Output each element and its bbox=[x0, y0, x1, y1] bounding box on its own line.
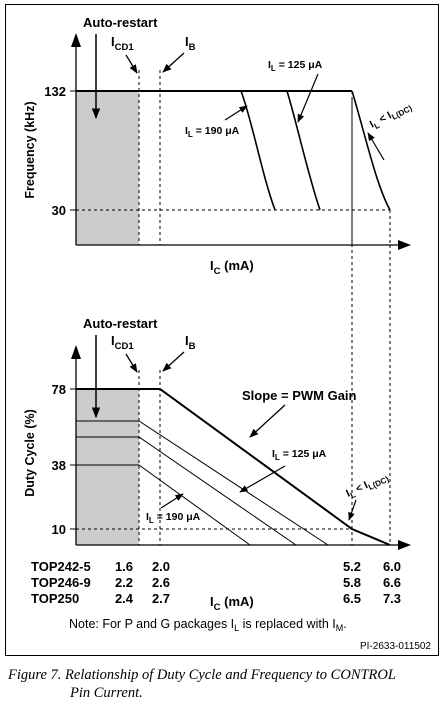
frequency-curve-ildc bbox=[351, 90, 391, 211]
chart-svg: 132 30 Frequency (kHz) Auto-restart ICD1… bbox=[23, 15, 431, 652]
x-axis-arrowhead-2 bbox=[398, 540, 411, 550]
device-table: TOP242-5 1.6 2.0 5.2 6.0 TOP246-9 2.2 2.… bbox=[31, 559, 401, 606]
caption-line-2: Pin Current. bbox=[70, 685, 143, 701]
y-axis-label: Frequency (kHz) bbox=[23, 101, 37, 198]
y-tick-label-10: 10 bbox=[52, 522, 66, 537]
y-tick-label-38: 38 bbox=[52, 458, 66, 473]
ib-arrow bbox=[162, 52, 185, 73]
series-label-125: IL = 125 μA bbox=[268, 59, 323, 73]
ib-label-2: IB bbox=[185, 333, 196, 352]
figure-caption: Figure 7. Relationship of Duty Cycle and… bbox=[8, 666, 440, 702]
device-row-1-v2: 6.0 bbox=[383, 559, 401, 574]
y-tick-label-30: 30 bbox=[52, 203, 66, 218]
ib-arrow-2 bbox=[162, 351, 185, 372]
auto-restart-label-2: Auto-restart bbox=[83, 316, 158, 331]
series-label-190: IL = 190 μA bbox=[185, 125, 240, 139]
slope-arrow bbox=[249, 404, 286, 438]
device-row-2-ib: 2.6 bbox=[152, 575, 170, 590]
series-arrow-125 bbox=[297, 73, 319, 123]
auto-restart-zone-2 bbox=[76, 389, 139, 545]
x-axis-label-2: IC (mA) bbox=[210, 594, 254, 613]
device-row-1-icd1: 1.6 bbox=[115, 559, 133, 574]
series-label-190-duty: IL = 190 μA bbox=[146, 511, 201, 525]
duty-curve-125 bbox=[76, 420, 329, 546]
device-row-3-v1: 6.5 bbox=[343, 591, 361, 606]
series-arrow-ildc bbox=[367, 132, 385, 161]
y-tick-label-78: 78 bbox=[52, 382, 66, 397]
series-arrow-190 bbox=[224, 105, 248, 121]
duty-cycle-chart: 78 38 10 Duty Cycle (%) Auto-restart ICD… bbox=[23, 100, 411, 613]
y-axis-label-2: Duty Cycle (%) bbox=[23, 409, 37, 497]
icd1-arrow-2 bbox=[125, 353, 138, 373]
series-arrow-ildc-duty bbox=[348, 499, 357, 521]
series-label-125-duty: IL = 125 μA bbox=[272, 448, 327, 462]
x-axis-arrowhead bbox=[398, 240, 411, 250]
device-row-2-device: TOP246-9 bbox=[31, 575, 91, 590]
device-row-3-v2: 7.3 bbox=[383, 591, 401, 606]
series-label-ildc: IL < IL(DC) bbox=[368, 99, 414, 132]
x-axis-label: IC (mA) bbox=[210, 258, 254, 277]
icd1-label: ICD1 bbox=[111, 34, 134, 53]
device-row-3-icd1: 2.4 bbox=[115, 591, 134, 606]
frequency-curve-125 bbox=[286, 90, 321, 211]
package-note: Note: For P and G packages IL is replace… bbox=[69, 617, 347, 633]
duty-curve-mid bbox=[76, 436, 297, 546]
device-row-1-device: TOP242-5 bbox=[31, 559, 91, 574]
y-axis-arrowhead-2 bbox=[71, 345, 81, 359]
auto-restart-zone bbox=[76, 91, 139, 245]
part-number: PI-2633-011502 bbox=[360, 641, 431, 652]
series-arrow-190-duty bbox=[160, 493, 184, 509]
device-row-1-ib: 2.0 bbox=[152, 559, 170, 574]
device-row-3-ib: 2.7 bbox=[152, 591, 170, 606]
ib-label: IB bbox=[185, 34, 196, 53]
device-row-3-device: TOP250 bbox=[31, 591, 79, 606]
frequency-curve-190 bbox=[240, 90, 276, 211]
y-tick-label-132: 132 bbox=[44, 84, 66, 99]
device-row-2-v2: 6.6 bbox=[383, 575, 401, 590]
figure-frame bbox=[5, 4, 439, 656]
caption-line-1: Figure 7. Relationship of Duty Cycle and… bbox=[8, 667, 396, 683]
icd1-arrow bbox=[125, 54, 138, 74]
series-label-ildc-duty: IL < IL(DC) bbox=[344, 470, 391, 502]
device-row-2-v1: 5.8 bbox=[343, 575, 361, 590]
icd1-label-2: ICD1 bbox=[111, 333, 134, 352]
frequency-chart: 132 30 Frequency (kHz) Auto-restart ICD1… bbox=[23, 15, 414, 277]
device-row-2-icd1: 2.2 bbox=[115, 575, 133, 590]
slope-label: Slope = PWM Gain bbox=[242, 388, 357, 403]
duty-curve-ildc bbox=[76, 388, 391, 546]
series-arrow-125-duty bbox=[239, 465, 286, 493]
auto-restart-label: Auto-restart bbox=[83, 15, 158, 30]
duty-curve-190 bbox=[76, 464, 251, 546]
device-row-1-v1: 5.2 bbox=[343, 559, 361, 574]
y-axis-arrowhead bbox=[71, 33, 81, 47]
